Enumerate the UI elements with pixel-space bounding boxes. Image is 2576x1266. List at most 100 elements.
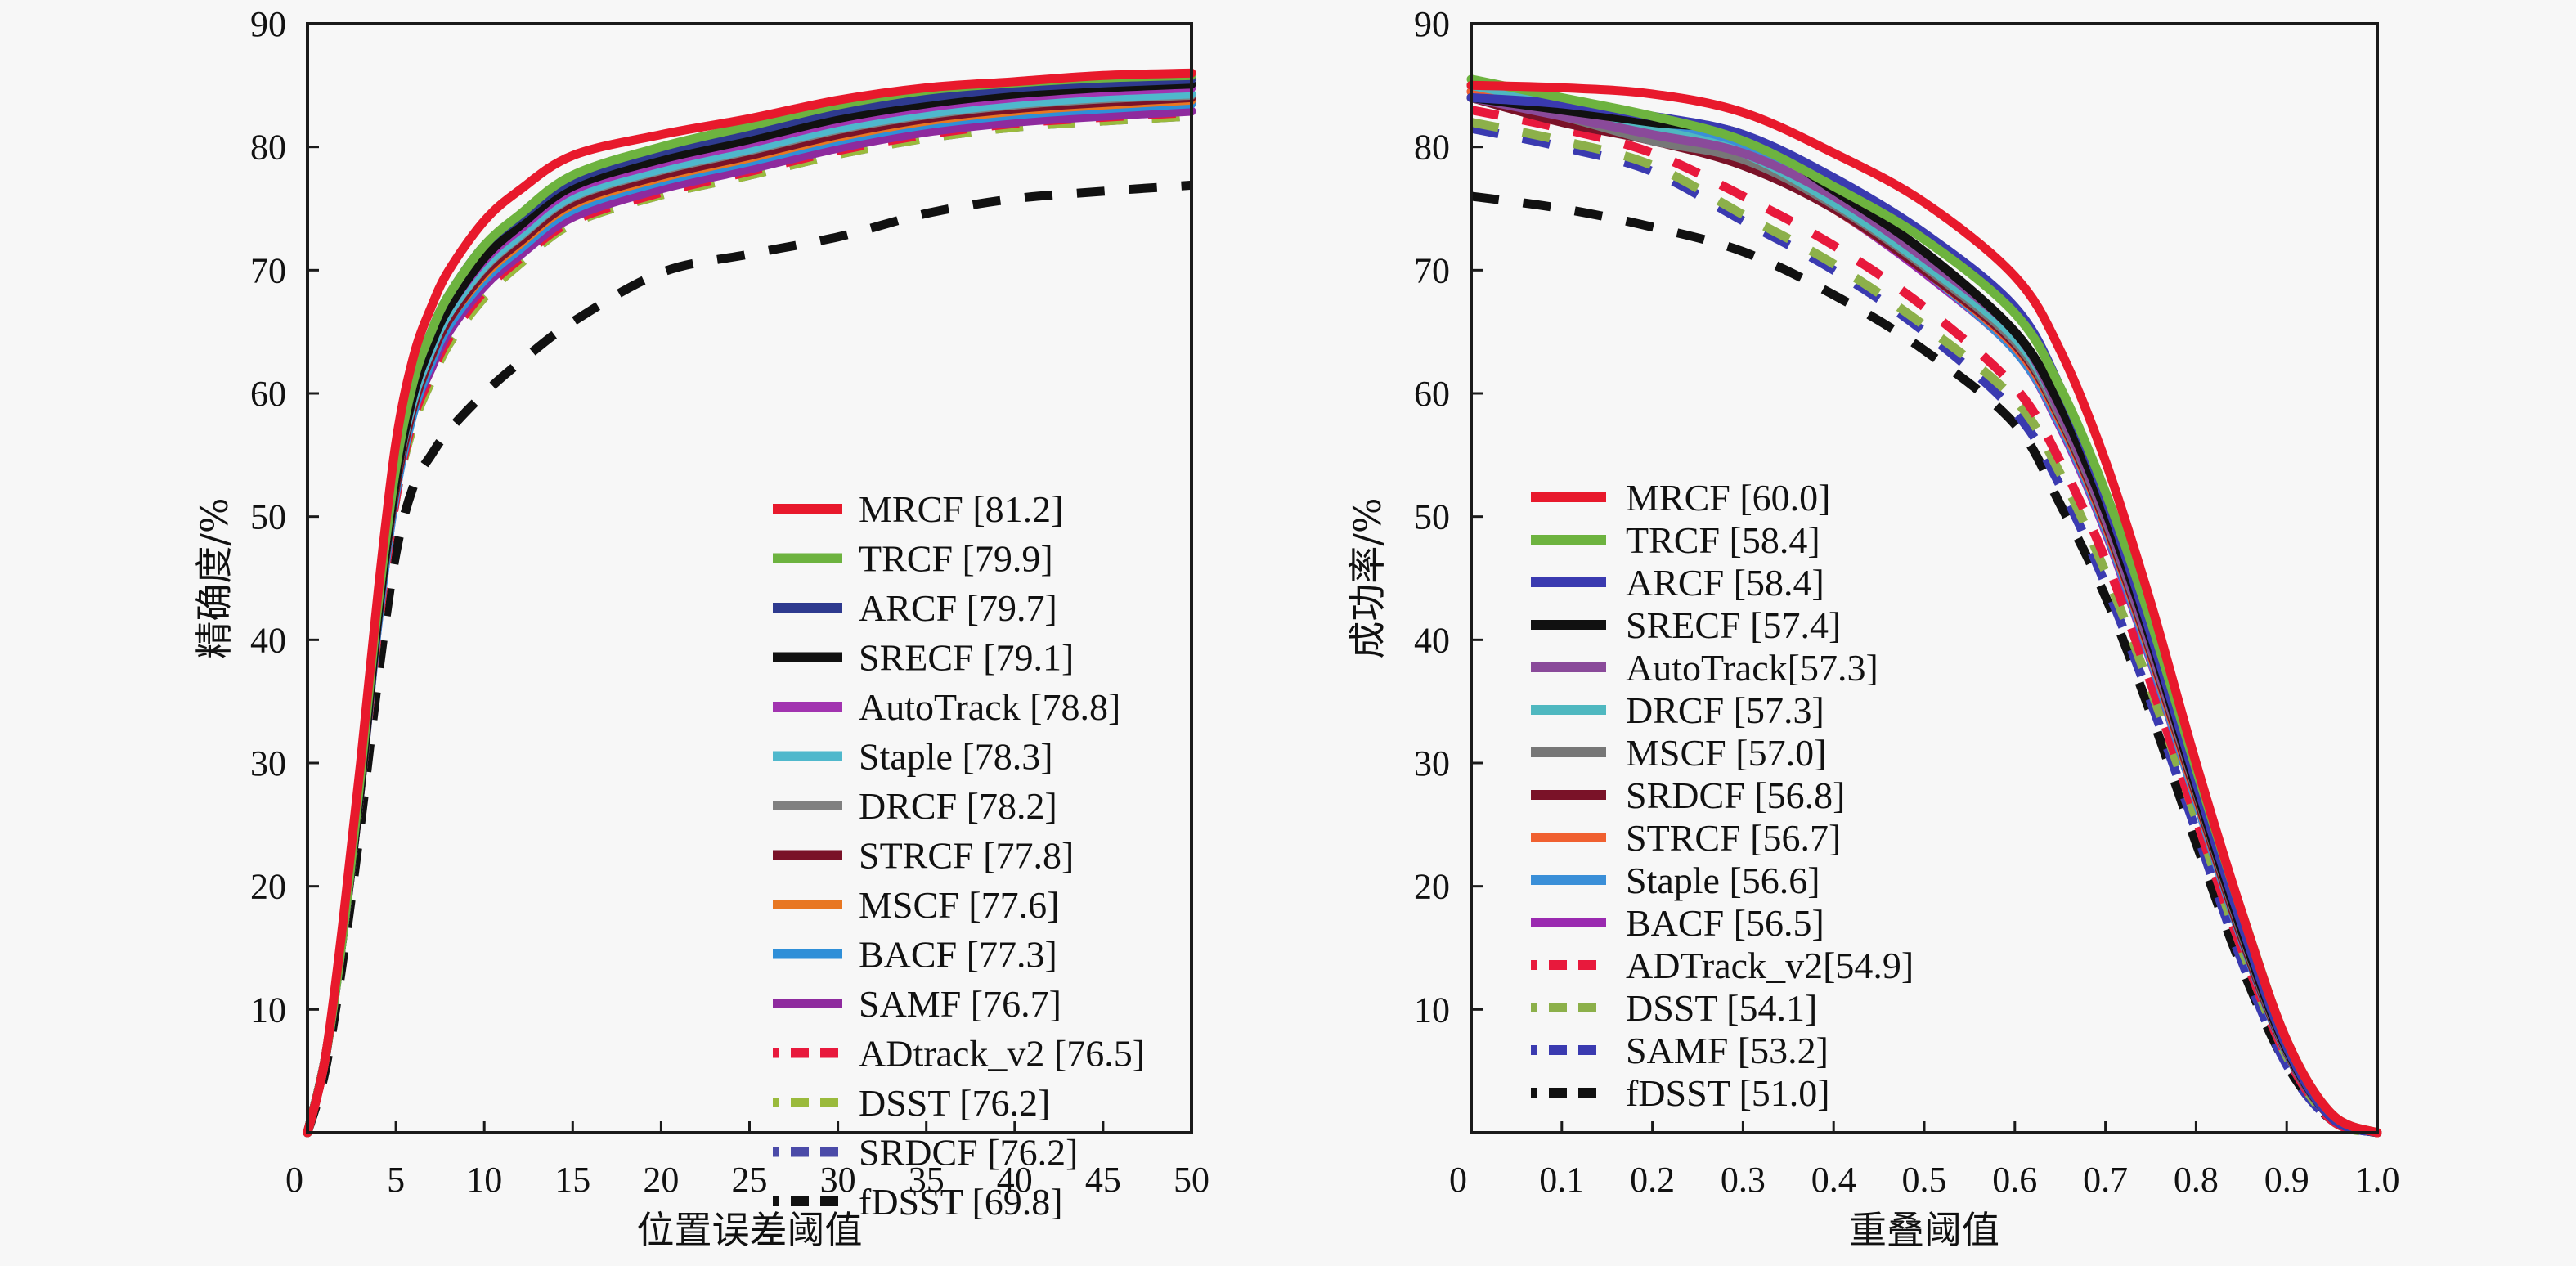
legend-item: SAMF [53.2] [1531,1030,1829,1071]
legend-item: ARCF [79.7] [773,587,1057,629]
series-line-drcf [303,90,1196,1138]
legend-item: DSST [54.1] [1531,987,1817,1029]
y-tick-label: 60 [1414,374,1450,414]
legend-item: SRECF [79.1] [773,637,1074,679]
legend-label: MSCF [57.0] [1626,732,1826,774]
legend-label: BACF [77.3] [859,934,1057,976]
legend-label: SRECF [79.1] [859,637,1074,679]
series-line-fdsst [303,180,1192,1134]
y-tick-label: 60 [250,374,286,414]
legend-label: DSST [76.2] [859,1082,1050,1124]
series-line-fdsst [1470,191,2379,1138]
legend-item: STRCF [56.7] [1531,817,1841,859]
series-line-samf [303,106,1196,1138]
y-tick-label: 70 [1414,250,1450,290]
precision-y-ticks: 10 20 30 40 50 60 70 80 90 [250,4,319,1030]
y-tick-label: 10 [250,990,286,1030]
legend-label: Staple [78.3] [859,736,1053,778]
y-tick-label: 20 [1414,867,1450,907]
legend-label: SRDCF [76.2] [859,1132,1078,1174]
legend-item: MSCF [77.6] [773,884,1059,926]
series-line-trcf [1466,74,2382,1138]
y-tick-label: 10 [1414,990,1450,1030]
legend-item: ARCF [58.4] [1531,562,1824,604]
x-tick-label: 0.9 [2264,1160,2309,1200]
x-tick-label: 50 [1174,1160,1209,1200]
legend-label: MRCF [81.2] [859,488,1063,530]
legend-label: MRCF [60.0] [1626,477,1830,519]
legend-label: DRCF [57.3] [1626,689,1824,731]
x-tick-label: 0.3 [1721,1160,1766,1200]
legend-item: BACF [56.5] [1531,902,1824,944]
y-tick-label: 40 [1414,620,1450,660]
x-tick-label: 15 [554,1160,590,1200]
success-x-axis-title: 重叠阈值 [1849,1208,1999,1252]
legend-label: AutoTrack [78.8] [859,686,1120,728]
series-line-arcf [303,74,1196,1138]
legend-label: SAMF [53.2] [1626,1030,1829,1071]
legend-item: MSCF [57.0] [1531,732,1826,774]
legend-item: TRCF [58.4] [1531,519,1820,561]
legend-label: DSST [54.1] [1626,987,1817,1029]
series-line-dsst [303,111,1192,1134]
legend-item: DRCF [78.2] [773,785,1057,827]
x-tick-label: 1.0 [2355,1160,2400,1200]
precision-plot-frame [306,22,1193,1134]
series-line-mrcf [303,68,1196,1138]
legend-item: STRCF [77.8] [773,835,1074,877]
success-y-axis-title: 成功率/% [1345,497,1389,658]
legend-item: Staple [56.6] [1531,860,1820,901]
x-tick-label: 0.2 [1630,1160,1675,1200]
legend-item: fDSST [51.0] [1531,1072,1830,1114]
legend-label: BACF [56.5] [1626,902,1824,944]
x-tick-label: 0.7 [2083,1160,2128,1200]
legend-item: AutoTrack [78.8] [773,686,1120,728]
x-tick-label: 0.1 [1539,1160,1584,1200]
x-tick-label: 0 [1449,1160,1467,1200]
x-tick-label: 30 [820,1160,856,1200]
legend-item: MRCF [81.2] [773,488,1063,530]
legend-label: ARCF [79.7] [859,587,1057,629]
x-tick-label: 45 [1085,1160,1121,1200]
legend-item: ADTrack_v2[54.9] [1531,945,1914,986]
x-tick-label: 0.6 [1992,1160,2037,1200]
success-y-ticks: 10 20 30 40 50 60 70 80 90 [1414,4,1483,1030]
series-line-dsst [1470,118,2379,1138]
legend-item: Staple [78.3] [773,736,1053,778]
x-tick-label: 0.8 [2174,1160,2219,1200]
series-line-trcf [303,70,1196,1138]
legend-item: AutoTrack[57.3] [1531,647,1878,689]
x-tick-label: 10 [466,1160,502,1200]
y-tick-label: 50 [250,497,286,537]
success-chart: 0 0.1 0.2 0.3 0.4 0.5 0.6 0.7 0.8 0.9 1.0 10 20 30 40… [1345,4,2400,1252]
y-tick-label: 30 [1414,743,1450,783]
y-tick-label: 20 [250,867,286,907]
legend-label: ADTrack_v2[54.9] [1626,945,1914,986]
y-tick-label: 70 [250,250,286,290]
series-line-srecf [1466,92,2382,1138]
legend-label: ARCF [58.4] [1626,562,1824,604]
precision-x-axis-title: 位置误差阈值 [637,1208,863,1252]
series-line-staple [303,89,1196,1138]
legend-label: SRECF [57.4] [1626,604,1841,646]
precision-chart: 0 5 10 15 20 25 30 35 40 45 50 102030405060708090 … [192,4,1209,1252]
y-tick-label: 30 [250,743,286,783]
y-tick-label: 40 [250,620,286,660]
y-tick-label: 50 [1414,497,1450,537]
series-line-strcf [303,92,1196,1138]
x-tick-label: 35 [909,1160,945,1200]
series-line-autotrack [303,83,1196,1138]
legend-item: SRDCF [76.2] [773,1132,1078,1174]
y-tick-label: 80 [250,128,286,168]
precision-legend: MRCF [81.2] TRCF [79.9] ARCF [79.7] SRECF [… [773,488,1145,1223]
x-tick-label: 20 [643,1160,679,1200]
x-tick-label: 5 [387,1160,405,1200]
precision-x-ticks: 0 5 10 15 20 25 30 35 40 45 50 [285,1121,1209,1200]
legend-label: MSCF [77.6] [859,884,1059,926]
y-tick-label: 90 [1414,4,1450,44]
precision-y-axis-title: 精确度/% [192,497,236,658]
series-line-srdcf [303,111,1192,1134]
legend-item: SRECF [57.4] [1531,604,1841,646]
precision-curves [303,68,1196,1138]
